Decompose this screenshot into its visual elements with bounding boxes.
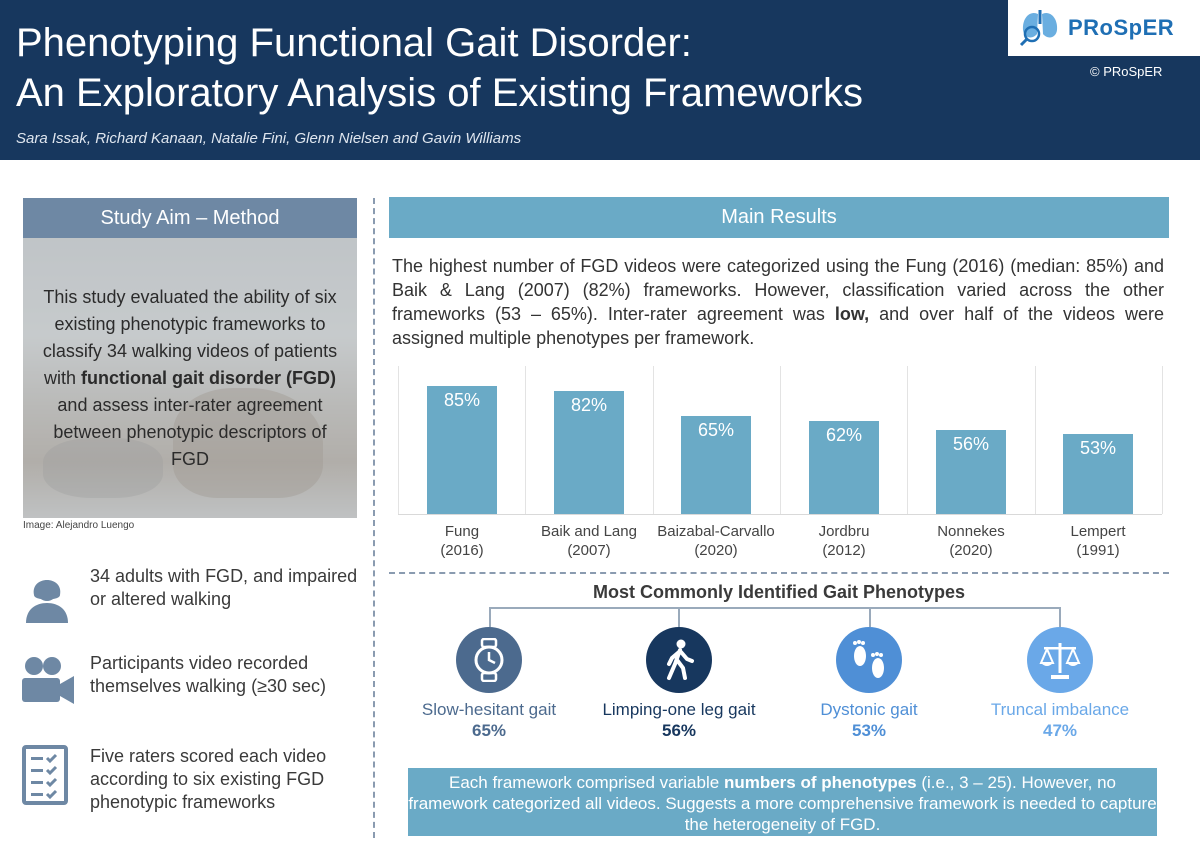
stopwatch-icon bbox=[474, 638, 504, 682]
chart-bar bbox=[809, 421, 879, 514]
chart-data-label: 53% bbox=[1079, 438, 1117, 458]
chart-category-line: (2020) bbox=[949, 542, 993, 559]
lungs-magnifier-icon bbox=[1019, 10, 1058, 47]
phenotype-percent: 65% bbox=[471, 721, 507, 740]
phenotypes-title: Most Commonly Identified Gait Phenotypes bbox=[592, 582, 966, 602]
chart-category-line: (2012) bbox=[822, 542, 866, 559]
chart-bar bbox=[554, 391, 624, 514]
title-line-1: Phenotyping Functional Gait Disorder: bbox=[16, 21, 692, 65]
phenotype-name: Dystonic gait bbox=[820, 700, 918, 719]
authors: Sara Issak, Richard Kanaan, Natalie Fini… bbox=[16, 130, 522, 147]
section-divider bbox=[389, 572, 1169, 574]
main-results-text: The highest number of FGD videos were ca… bbox=[392, 254, 1164, 350]
aim-text-part: This study evaluated the ability of six … bbox=[42, 287, 338, 388]
balance-scale-icon bbox=[1039, 643, 1081, 679]
phenotype-percent: 47% bbox=[1042, 721, 1078, 740]
conclusion-part: (i.e., 3 – 25). However, no framework ca… bbox=[408, 773, 1157, 834]
chart-gridline bbox=[653, 366, 654, 514]
phenotype-circle-limping bbox=[646, 627, 712, 693]
chart-baseline bbox=[398, 514, 1162, 515]
chart-data-label: 85% bbox=[443, 390, 481, 410]
phenotype-name: Slow-hesitant gait bbox=[421, 700, 557, 719]
chart-data-label: 82% bbox=[570, 395, 608, 415]
aim-text-part: and assess inter-rater agreement between… bbox=[53, 395, 327, 469]
chart-category-line: (2007) bbox=[567, 542, 611, 559]
chart-category-line: (1991) bbox=[1076, 542, 1120, 559]
results-text-bold: low, bbox=[834, 304, 870, 324]
photo-overlay bbox=[23, 238, 357, 518]
phenotype-percent: 53% bbox=[851, 721, 887, 740]
study-aim-text: This study evaluated the ability of six … bbox=[33, 284, 347, 473]
results-text-part: The highest number of FGD videos were ca… bbox=[392, 256, 1164, 324]
method-bullet-video: Participants video recorded themselves w… bbox=[18, 652, 358, 712]
chart-category-line: (2020) bbox=[694, 542, 738, 559]
chart-category-line: Fung bbox=[444, 523, 480, 540]
chart-gridline bbox=[1035, 366, 1036, 514]
video-camera-icon bbox=[22, 657, 74, 704]
chart-category-line: (2016) bbox=[440, 542, 484, 559]
poster-title: Phenotyping Functional Gait Disorder: An… bbox=[16, 18, 863, 118]
chart-gridline bbox=[907, 366, 908, 514]
phenotype-circle-dystonic bbox=[836, 627, 902, 693]
framework-bar-chart: 85% Fung (2016) 82% Baik and Lang (2007) 65% Ba… bbox=[398, 366, 1163, 562]
phenotype-percent: 56% bbox=[661, 721, 697, 740]
header: Phenotyping Functional Gait Disorder: An… bbox=[0, 0, 1200, 160]
copyright: © PRoSpER bbox=[1090, 64, 1163, 79]
chart-gridline bbox=[525, 366, 526, 514]
phenotype-tree-line bbox=[489, 607, 491, 627]
chart-category-label: Fung (2016) bbox=[398, 522, 526, 560]
chart-data-label: 56% bbox=[952, 434, 990, 454]
footprints-icon bbox=[853, 640, 884, 678]
method-bullet-raters: Five raters scored each video according … bbox=[18, 745, 358, 812]
walking-person-icon bbox=[667, 639, 694, 680]
results-text-part: and over half of the videos were assigne… bbox=[392, 304, 1164, 348]
phenotype-name: Limping-one leg gait bbox=[602, 700, 756, 719]
main-results-heading: Main Results bbox=[389, 197, 1169, 238]
chart-category-label: Baik and Lang (2007) bbox=[525, 522, 653, 560]
walking-photo: This study evaluated the ability of six … bbox=[23, 238, 357, 518]
title-line-2: An Exploratory Analysis of Existing Fram… bbox=[16, 71, 863, 115]
chart-data-label: 62% bbox=[825, 425, 863, 445]
chart-category-label: Nonnekes (2020) bbox=[907, 522, 1035, 560]
chart-category-line: Jordbru bbox=[818, 523, 870, 540]
chart-gridline bbox=[398, 366, 399, 514]
chart-category-label: Baizabal-Carvallo (2020) bbox=[652, 522, 780, 560]
chart-category-label: Jordbru (2012) bbox=[780, 522, 908, 560]
phenotype-circle-slow-hesitant bbox=[456, 627, 522, 693]
chart-data-label: 65% bbox=[697, 420, 735, 440]
logo-text: PRoSpER bbox=[1068, 15, 1175, 40]
logo: PRoSpER bbox=[1008, 0, 1200, 56]
bullet-text: 34 adults with FGD, and impaired or alte… bbox=[90, 566, 358, 609]
bullet-text: Participants video recorded themselves w… bbox=[90, 653, 326, 696]
phenotype-tree-line bbox=[489, 607, 1061, 609]
chart-category-line: Baizabal-Carvallo bbox=[657, 523, 775, 540]
phenotype-tree-line bbox=[1059, 607, 1061, 627]
conclusion-bold: numbers of phenotypes bbox=[723, 773, 917, 792]
method-bullet-participants: 34 adults with FGD, and impaired or alte… bbox=[18, 565, 358, 625]
conclusion-part: Each framework comprised variable bbox=[448, 773, 724, 792]
phenotype-circle-truncal bbox=[1027, 627, 1093, 693]
chart-category-line: Nonnekes bbox=[937, 523, 1005, 540]
chart-category-label: Lempert (1991) bbox=[1034, 522, 1162, 560]
chart-category-line: Lempert bbox=[1070, 523, 1126, 540]
bullet-text: Five raters scored each video according … bbox=[90, 746, 327, 812]
checklist-icon bbox=[22, 745, 68, 805]
chart-bar bbox=[936, 430, 1006, 514]
phenotype-tree-line bbox=[869, 607, 871, 627]
person-icon bbox=[26, 580, 68, 623]
chart-bar bbox=[681, 416, 751, 514]
phenotype-name: Truncal imbalance bbox=[990, 700, 1130, 719]
study-aim-heading: Study Aim – Method bbox=[23, 198, 357, 238]
chart-bar bbox=[427, 386, 497, 514]
chart-bar bbox=[1063, 434, 1133, 514]
chart-gridline bbox=[780, 366, 781, 514]
column-divider bbox=[373, 198, 375, 838]
chart-gridline bbox=[1162, 366, 1163, 514]
aim-text-bold: functional gait disorder (FGD) bbox=[81, 368, 336, 388]
chart-category-line: Baik and Lang bbox=[541, 523, 637, 540]
image-credit: Image: Alejandro Luengo bbox=[23, 520, 135, 531]
conclusion-box: Each framework comprised variable number… bbox=[408, 768, 1157, 836]
phenotype-tree-line bbox=[678, 607, 680, 627]
